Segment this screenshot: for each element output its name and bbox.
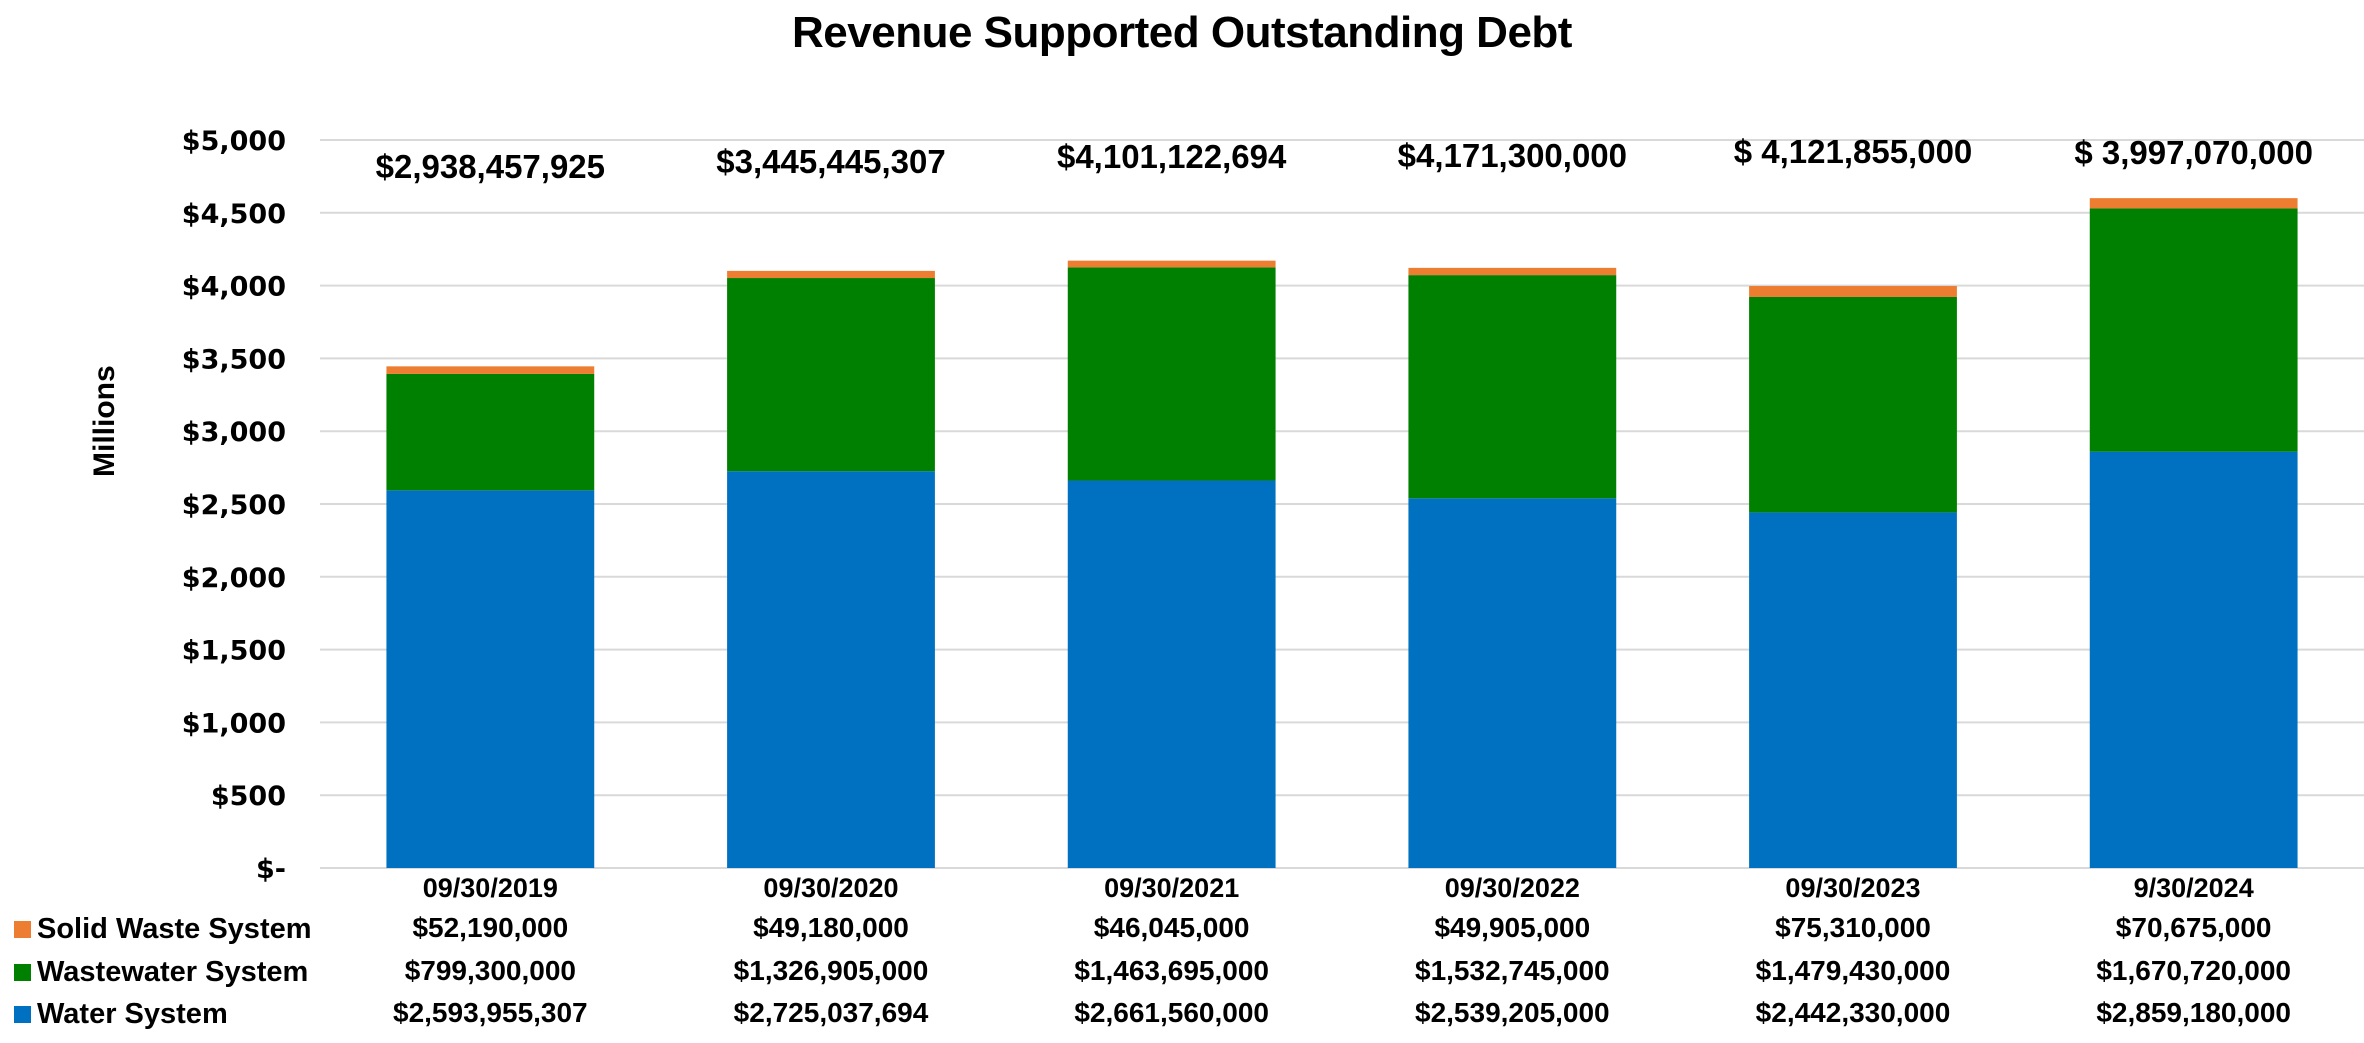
legend-label: Water System [37, 997, 228, 1030]
bar-segment-wastewater-system [1408, 275, 1617, 499]
total-annotation: $ 3,997,070,000 [2074, 134, 2313, 171]
data-table-cell: $1,532,745,000 [1415, 955, 1610, 986]
bar-segment-solid-waste-system [1408, 267, 1617, 276]
x-category-label: 9/30/2024 [2134, 873, 2254, 903]
bar-stack [386, 366, 595, 868]
total-annotations: $2,938,457,925 $3,445,445,307 $4,101,122,6… [376, 133, 2313, 185]
y-tick-label: $4,000 [182, 272, 286, 303]
bar-segment-water-system [386, 490, 595, 868]
y-tick-label: $5,000 [182, 126, 286, 157]
y-tick-label: $2,500 [182, 490, 286, 521]
bar-stack [2089, 198, 2298, 868]
legend-label: Wastewater System [37, 955, 309, 988]
y-tick-label: $3,500 [182, 344, 286, 375]
data-table-cell: $75,310,000 [1775, 912, 1931, 943]
bar-segment-water-system [2089, 451, 2298, 868]
bar-segment-water-system [1749, 512, 1957, 868]
y-axis-ticks: $- $500 $1,000 $1,500 $2,000 $2,500 $3,000 $3,5… [182, 126, 286, 885]
data-table-cell: $52,190,000 [412, 912, 568, 943]
total-annotation: $2,938,457,925 [376, 148, 605, 185]
bar-segment-water-system [1067, 480, 1276, 868]
bar-segment-solid-waste-system [1067, 260, 1276, 268]
data-table-cell: $1,670,720,000 [2096, 955, 2291, 986]
data-table-cell: $2,593,955,307 [393, 997, 588, 1028]
data-table-cell: $1,479,430,000 [1756, 955, 1951, 986]
data-table-cell: $49,180,000 [753, 912, 909, 943]
data-table-values: $52,190,000 $799,300,000 $2,593,955,307 $49… [393, 912, 2291, 1028]
y-tick-label: $1,500 [182, 636, 286, 667]
legend-swatch-solid-waste-icon [14, 920, 31, 938]
total-annotation: $3,445,445,307 [716, 143, 945, 180]
legend-swatch-water-icon [14, 1005, 31, 1023]
y-tick-label: $4,500 [182, 199, 286, 230]
chart-title: Revenue Supported Outstanding Debt [792, 8, 1572, 57]
bar-segment-wastewater-system [1749, 296, 1957, 513]
data-table-cell: $2,859,180,000 [2096, 997, 2291, 1028]
x-category-label: 09/30/2021 [1104, 873, 1239, 903]
bar-segment-solid-waste-system [727, 270, 935, 279]
data-table-cell: $2,661,560,000 [1074, 997, 1269, 1028]
bar-segment-water-system [727, 471, 935, 868]
y-tick-label: $3,000 [182, 417, 286, 448]
bar-stack [1067, 260, 1276, 868]
bar-segment-wastewater-system [1067, 267, 1276, 481]
legend-item-water: Water System [14, 997, 228, 1031]
bar-segment-solid-waste-system [386, 366, 595, 374]
bar-segment-wastewater-system [2089, 208, 2298, 452]
bar-stack [1408, 267, 1617, 868]
data-table-cell: $49,905,000 [1434, 912, 1590, 943]
bar-segment-water-system [1408, 498, 1617, 868]
x-category-label: 09/30/2020 [763, 873, 898, 903]
x-category-label: 09/30/2022 [1445, 873, 1580, 903]
data-table-cell: $70,675,000 [2116, 912, 2272, 943]
bar-segment-wastewater-system [386, 373, 595, 491]
data-table-cell: $46,045,000 [1094, 912, 1250, 943]
legend-item-solid-waste: Solid Waste System [14, 912, 312, 946]
bar-stack [1749, 286, 1957, 868]
x-category-label: 09/30/2023 [1785, 873, 1920, 903]
legend-label: Solid Waste System [37, 912, 312, 945]
bar-segment-solid-waste-system [2089, 198, 2298, 209]
legend-swatch-wastewater-icon [14, 963, 31, 981]
total-annotation: $4,101,122,694 [1057, 138, 1287, 175]
bar-stacks [386, 198, 2298, 868]
bar-segment-solid-waste-system [1749, 286, 1957, 297]
data-table-cell: $1,326,905,000 [734, 955, 929, 986]
total-annotation: $ 4,121,855,000 [1734, 133, 1973, 170]
data-table-cell: $2,539,205,000 [1415, 997, 1610, 1028]
legend-item-wastewater: Wastewater System [14, 955, 308, 989]
gridlines [320, 139, 2364, 869]
bar-segment-wastewater-system [727, 278, 935, 472]
y-tick-label: $500 [211, 781, 286, 812]
data-table-cell: $2,725,037,694 [734, 997, 929, 1028]
y-tick-label: $- [256, 854, 286, 885]
data-table-cell: $2,442,330,000 [1756, 997, 1951, 1028]
y-tick-label: $2,000 [182, 563, 286, 594]
total-annotation: $4,171,300,000 [1398, 137, 1627, 174]
data-table-cell: $1,463,695,000 [1074, 955, 1269, 986]
bar-stack [727, 270, 935, 868]
x-category-label: 09/30/2019 [423, 873, 558, 903]
data-table-cell: $799,300,000 [405, 955, 576, 986]
y-tick-label: $1,000 [182, 708, 286, 739]
x-axis-categories: 09/30/2019 09/30/2020 09/30/2021 09/30/2022… [423, 873, 2254, 903]
